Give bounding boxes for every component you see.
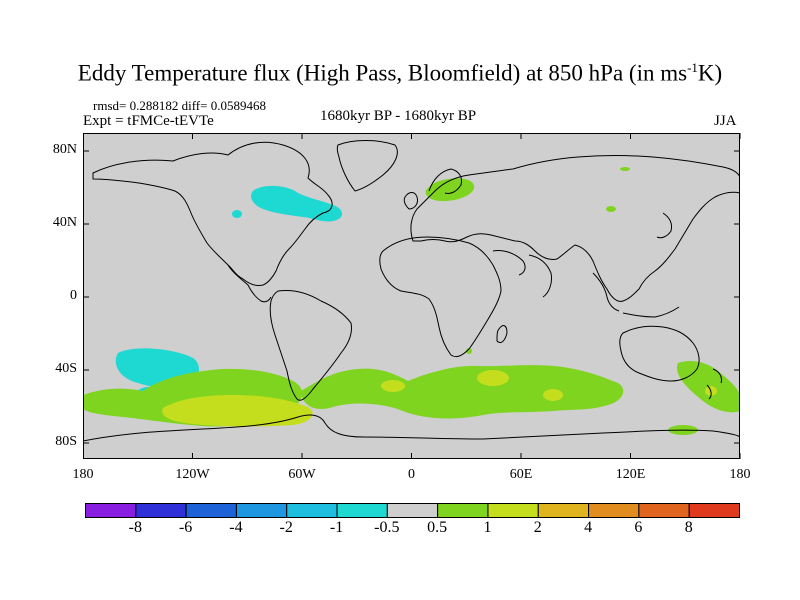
- colorbar-label: -1: [329, 519, 344, 536]
- lon-tick-label: 120W: [175, 467, 210, 482]
- anomaly-core-indian-1: [477, 370, 509, 386]
- season-label: JJA: [714, 113, 737, 129]
- coast-greenland: [336, 140, 398, 192]
- anomaly-great-lakes: [232, 210, 242, 218]
- title-main: Eddy Temperature flux (High Pass, Bloomf…: [77, 60, 688, 86]
- anomaly-siberia: [620, 167, 630, 171]
- colorbar-segment: [135, 503, 187, 518]
- world-map: [83, 133, 741, 459]
- anomaly-core-southern-pacific: [162, 395, 313, 427]
- lat-tick-label: 0: [70, 288, 77, 303]
- coast-africa: [379, 236, 502, 358]
- colorbar-segment: [185, 503, 237, 518]
- colorbar-segment: [336, 503, 388, 518]
- colorbar-label: -6: [178, 519, 193, 536]
- colorbar: [85, 503, 741, 518]
- coast-uk: [403, 192, 418, 210]
- colorbar-label: -0.5: [374, 519, 400, 536]
- title-end: K): [697, 60, 723, 86]
- coast-southeast-asia: [592, 272, 680, 318]
- lat-tick-label: 40S: [55, 361, 77, 376]
- period-label: 1680kyr BP - 1680kyr BP: [320, 108, 477, 124]
- colorbar-segment: [386, 503, 439, 518]
- coast-madagascar: [496, 325, 508, 344]
- lon-tick-label: 120E: [615, 467, 646, 482]
- colorbar-segment: [235, 503, 288, 518]
- colorbar-segment: [638, 503, 690, 518]
- anomaly-southern-ocean-central: [301, 365, 624, 419]
- colorbar-label: -4: [229, 519, 243, 536]
- lat-tick-label: 80N: [52, 142, 77, 157]
- coast-scandinavia: [428, 168, 462, 194]
- anomaly-north-america: [251, 185, 342, 222]
- colorbar-segment: [588, 503, 640, 518]
- colorbar-segment: [537, 503, 590, 518]
- chart-title: Eddy Temperature flux (High Pass, Bloomf…: [0, 60, 800, 87]
- coast-europe-asia: [410, 155, 740, 302]
- coast-australia: [619, 325, 700, 382]
- anomaly-core-drake: [381, 380, 405, 392]
- coast-north-america: [92, 141, 333, 286]
- anomaly-south-africa: [466, 348, 472, 354]
- experiment-label: Expt = tFMCe-tEVTe: [83, 113, 214, 129]
- colorbar-segment: [85, 503, 137, 518]
- anomaly-scandinavia: [425, 178, 475, 202]
- lat-tick-label: 40N: [52, 215, 77, 230]
- colorbar-segment: [487, 503, 539, 518]
- coast-antarctica: [83, 414, 740, 442]
- stats-label: rmsd= 0.288182 diff= 0.0589468: [93, 98, 266, 113]
- colorbar-label: 4: [584, 519, 593, 536]
- title-superscript: -1: [687, 60, 698, 75]
- coast-arabia-india: [492, 250, 552, 298]
- coast-new-zealand: [706, 368, 722, 400]
- colorbar-label: -8: [128, 519, 142, 536]
- lon-tick-label: 0: [408, 467, 415, 482]
- colorbar-label: 6: [634, 519, 643, 536]
- colorbar-segment: [437, 503, 489, 518]
- lon-tick-label: 60W: [288, 467, 316, 482]
- colorbar-label: 0.5: [427, 519, 448, 536]
- colorbar-segment: [286, 503, 338, 518]
- coast-south-america: [269, 290, 352, 401]
- map-ticks: [83, 133, 741, 459]
- anomaly-north-pacific: [606, 206, 616, 212]
- lon-tick-label: 180: [72, 467, 94, 482]
- colorbar-segment: [688, 503, 741, 518]
- coast-gulf-central-america: [227, 264, 272, 303]
- strong-positive-anomaly-regions: [162, 370, 717, 427]
- lon-tick-label: 180: [729, 467, 751, 482]
- coastlines: [83, 140, 740, 442]
- colorbar-label: 1: [483, 519, 492, 536]
- colorbar-label: 8: [684, 519, 693, 536]
- colorbar-label: 2: [533, 519, 542, 536]
- coast-japan: [656, 212, 672, 239]
- lat-tick-label: 80S: [55, 434, 77, 449]
- lon-tick-label: 60E: [509, 467, 533, 482]
- anomaly-core-indian-2: [543, 389, 563, 401]
- colorbar-label: -2: [279, 519, 293, 536]
